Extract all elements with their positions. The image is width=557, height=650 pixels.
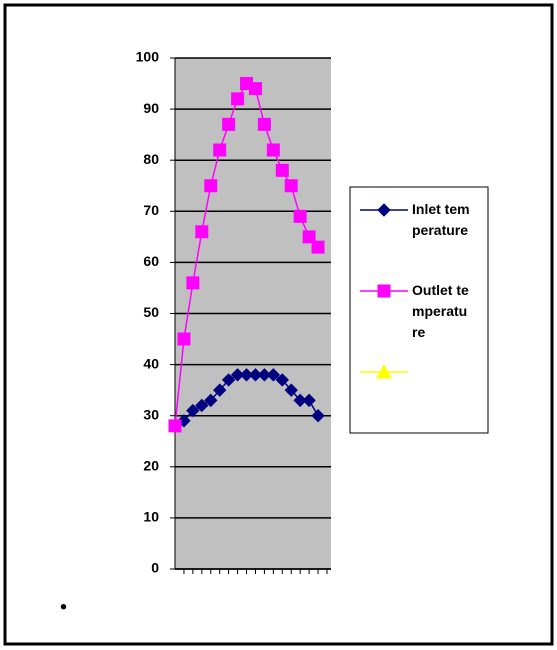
- legend-label-box: Inlet temperature: [412, 201, 470, 238]
- marker: [222, 117, 236, 131]
- marker: [221, 373, 236, 387]
- marker: [257, 368, 272, 382]
- marker: [266, 368, 281, 382]
- y-tick-label: 100: [136, 49, 160, 65]
- marker: [186, 403, 200, 418]
- marker: [376, 363, 392, 379]
- marker: [311, 240, 325, 254]
- y-tick-label: 20: [143, 458, 159, 474]
- marker: [377, 203, 391, 217]
- marker: [377, 284, 391, 298]
- marker: [213, 143, 227, 157]
- y-tick-label: 90: [143, 100, 159, 116]
- marker: [248, 368, 263, 382]
- marker: [311, 408, 325, 423]
- legend: [349, 186, 489, 434]
- marker: [204, 179, 218, 193]
- marker: [195, 398, 209, 413]
- y-tick-label: 60: [143, 253, 159, 269]
- marker: [186, 276, 200, 290]
- y-tick-label: 30: [143, 406, 159, 422]
- marker: [275, 163, 289, 177]
- marker: [231, 92, 245, 106]
- y-tick-label: 70: [143, 202, 159, 218]
- marker: [257, 117, 271, 131]
- marker: [177, 332, 191, 346]
- marker: [293, 209, 307, 223]
- marker: [275, 373, 289, 387]
- y-tick-label: 80: [143, 151, 159, 167]
- marker: [284, 179, 298, 193]
- marker: [204, 393, 218, 408]
- legend-label: Outlet temperature: [412, 282, 469, 340]
- marker: [284, 383, 298, 397]
- y-tick-label: 50: [143, 304, 159, 320]
- marker: [302, 393, 316, 408]
- y-tick-label: 40: [143, 355, 159, 371]
- legend-label-box: Outlet temperature: [412, 282, 469, 340]
- y-tick-label: 10: [143, 509, 159, 525]
- marker: [168, 419, 182, 433]
- marker: [212, 383, 227, 397]
- bullet: •: [60, 596, 67, 618]
- marker: [230, 368, 245, 382]
- marker: [248, 82, 262, 96]
- legend-label: Inlet temperature: [412, 201, 470, 238]
- marker: [266, 143, 280, 157]
- marker: [293, 393, 307, 408]
- marker: [195, 225, 209, 239]
- y-tick-label: 0: [151, 560, 159, 576]
- marker: [239, 368, 254, 382]
